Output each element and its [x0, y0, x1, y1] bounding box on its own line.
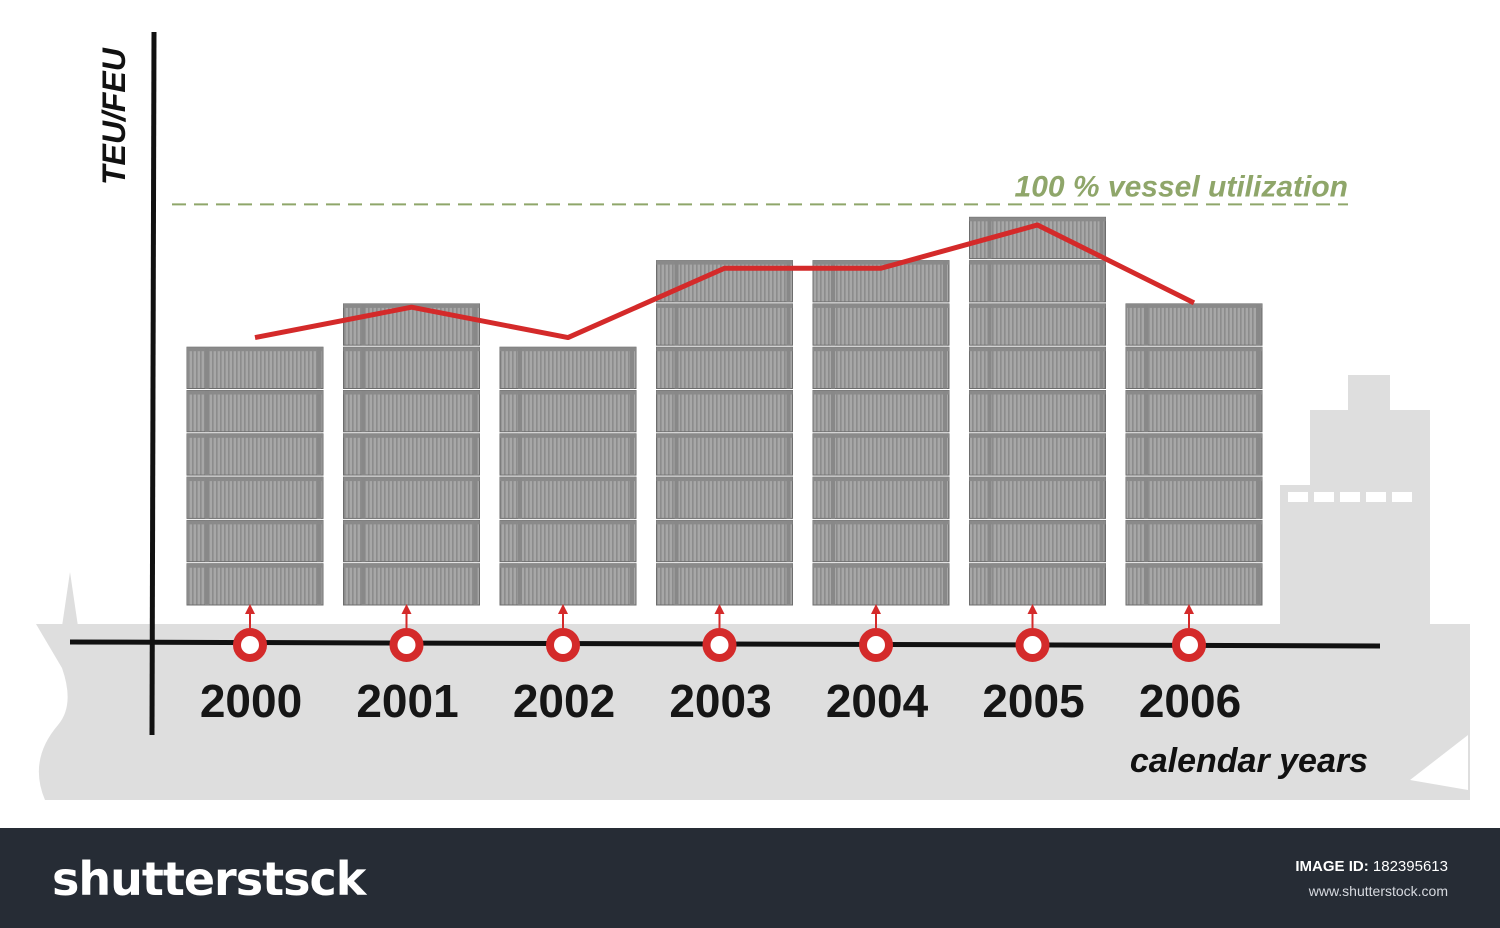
x-tick-label: 2001	[356, 675, 458, 727]
ship-bridge	[1310, 410, 1430, 490]
container	[969, 346, 1106, 390]
container	[1125, 563, 1263, 606]
year-marker-2002	[546, 604, 580, 662]
x-tick-label: 2000	[200, 675, 302, 727]
container	[656, 303, 793, 346]
chart: 100 % vessel utilization TEU/FEU calenda…	[36, 31, 1470, 800]
line-series	[254, 222, 1196, 341]
image-id-value: 182395613	[1372, 858, 1448, 875]
container-stacks	[186, 216, 1263, 606]
x-tick-label: 2005	[982, 675, 1084, 727]
container	[1125, 346, 1263, 390]
axes: TEU/FEU calendar years	[69, 31, 1381, 780]
year-marker-2001	[389, 604, 424, 662]
container	[656, 563, 793, 606]
container	[343, 433, 480, 476]
container	[186, 519, 324, 563]
site-url[interactable]: www.shutterstock.com	[1308, 883, 1448, 899]
chart-stage: 100 % vessel utilization TEU/FEU calenda…	[36, 31, 1470, 800]
container	[186, 476, 324, 519]
year-markers	[233, 604, 1206, 662]
container	[969, 563, 1106, 606]
brand-logo[interactable]: shutterstsck	[52, 852, 366, 906]
bar-2005	[969, 216, 1106, 606]
container	[812, 519, 950, 563]
image-id-label: IMAGE ID:	[1295, 858, 1369, 875]
container	[969, 390, 1106, 433]
bar-2001	[343, 303, 480, 606]
image-id: IMAGE ID: 182395613	[1295, 858, 1448, 875]
x-tick-labels: 2000 2001 2002 2003 2004 2005 2006	[200, 675, 1241, 727]
container	[812, 303, 950, 346]
container	[499, 476, 637, 519]
container	[343, 476, 480, 519]
container	[499, 390, 637, 433]
container	[656, 519, 793, 563]
container	[343, 519, 480, 563]
container	[499, 346, 637, 390]
ship-hull	[36, 624, 1470, 800]
container	[186, 563, 324, 606]
container	[1125, 433, 1263, 476]
container	[656, 433, 793, 476]
year-marker-2000	[233, 604, 267, 662]
container	[1125, 519, 1263, 563]
x-tick-label: 2004	[826, 675, 929, 727]
bar-2000	[186, 346, 324, 606]
line-series-path	[254, 222, 1196, 341]
container	[1125, 476, 1263, 519]
reference-line-group: 100 % vessel utilization	[172, 170, 1348, 206]
x-axis-label: calendar years	[1130, 742, 1368, 780]
y-axis	[149, 31, 157, 736]
ship-stern-stripe	[1410, 735, 1468, 790]
container	[812, 390, 950, 433]
bar-2006	[1125, 303, 1263, 606]
container	[1125, 303, 1263, 346]
container	[343, 303, 480, 346]
x-tick-label: 2006	[1139, 675, 1241, 727]
container	[969, 260, 1106, 303]
container	[969, 476, 1106, 519]
container	[969, 519, 1106, 563]
year-marker-2006	[1172, 604, 1206, 662]
container	[343, 390, 480, 433]
reference-line-label: 100 % vessel utilization	[1015, 170, 1348, 203]
year-marker-2005	[1015, 604, 1050, 662]
ship-silhouette	[36, 375, 1470, 800]
bar-2004	[812, 260, 950, 606]
container	[186, 346, 324, 390]
bar-2002	[499, 346, 637, 606]
container	[969, 303, 1106, 346]
container	[343, 346, 480, 390]
container	[186, 433, 324, 476]
x-tick-label: 2003	[669, 675, 771, 727]
container	[343, 563, 480, 606]
y-axis-label: TEU/FEU	[96, 47, 132, 185]
container	[812, 433, 950, 476]
ship-bow	[60, 572, 80, 640]
container	[812, 563, 950, 606]
container	[499, 433, 637, 476]
ship-superstructure	[1280, 485, 1430, 625]
ship-windows	[1288, 492, 1412, 502]
container	[656, 476, 793, 519]
container	[499, 519, 637, 563]
footer: shutterstsck IMAGE ID: 182395613 www.shu…	[0, 828, 1500, 928]
container	[499, 563, 637, 606]
year-marker-2003	[702, 604, 737, 662]
year-marker-2004	[859, 604, 893, 662]
container	[186, 390, 324, 433]
container	[969, 433, 1106, 476]
container	[812, 476, 950, 519]
ship-funnel	[1348, 375, 1390, 415]
container	[812, 346, 950, 390]
container	[656, 346, 793, 390]
bar-2003	[656, 260, 793, 606]
x-tick-label: 2002	[513, 675, 615, 727]
container	[656, 390, 793, 433]
container	[1125, 390, 1263, 433]
